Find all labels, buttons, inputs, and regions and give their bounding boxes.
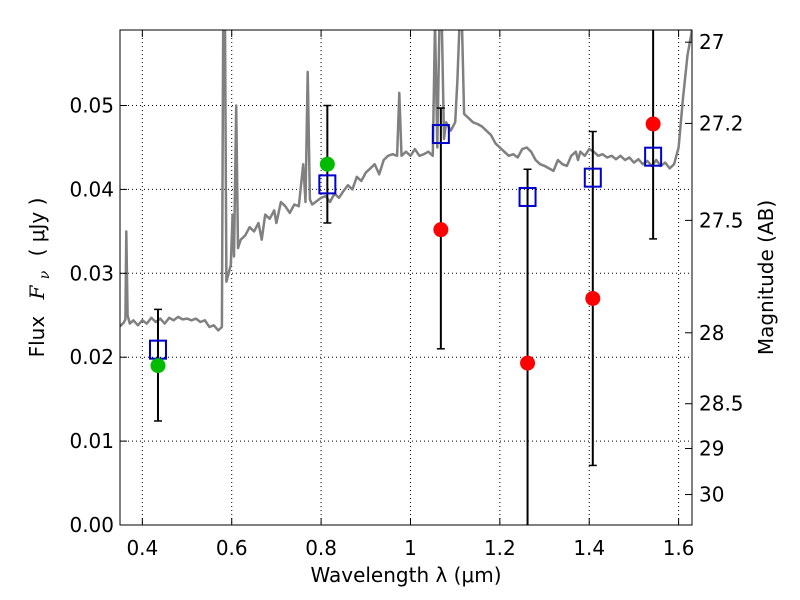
ticks bbox=[120, 30, 692, 526]
y2-tick-label: 28 bbox=[699, 321, 724, 345]
x-tick-label: 1 bbox=[404, 536, 417, 560]
y-tick-labels: 0.00 0.01 0.02 0.03 0.04 0.05 bbox=[69, 94, 114, 537]
y2-tick-label: 27.5 bbox=[699, 208, 744, 232]
y-axis-label-var: F bbox=[25, 284, 49, 300]
observed-point bbox=[319, 156, 335, 172]
y-axis-label: Flux F ν ( μJy ) bbox=[25, 198, 54, 358]
observed-points bbox=[150, 116, 661, 374]
y2-tick-label: 28.5 bbox=[699, 392, 744, 416]
model-box bbox=[644, 146, 663, 167]
y-axis-label-sub: ν bbox=[37, 270, 53, 279]
plot-frame bbox=[119, 29, 693, 526]
observed-point bbox=[645, 116, 661, 132]
y-tick-label: 0.04 bbox=[69, 177, 114, 201]
template-sed-line bbox=[120, 30, 692, 332]
x-tick-label: 0.6 bbox=[216, 536, 248, 560]
observed-point bbox=[433, 222, 449, 238]
model-box bbox=[583, 167, 602, 188]
y2-tick-label: 30 bbox=[699, 483, 724, 507]
y2-tick-label: 27.2 bbox=[699, 111, 744, 135]
svg-text:Flux F ν (: Flux F ν ( μJy ) bbox=[25, 198, 54, 358]
x-tick-label: 0.8 bbox=[305, 536, 337, 560]
grid-lines bbox=[120, 30, 692, 526]
y-axis-label-prefix: Flux bbox=[25, 316, 49, 358]
y2-axis-label: Magnitude (AB) bbox=[754, 200, 778, 355]
x-tick-label: 1.4 bbox=[573, 536, 605, 560]
observed-point bbox=[150, 358, 166, 374]
x-tick-labels: 0.4 0.6 0.8 1 1.2 1.4 1.6 bbox=[126, 536, 694, 560]
x-axis-label: Wavelength λ (μm) bbox=[310, 563, 501, 587]
observed-point bbox=[585, 290, 601, 306]
y-tick-label: 0.03 bbox=[69, 261, 114, 285]
observed-point bbox=[520, 355, 536, 371]
y2-tick-labels: 27 27.2 27.5 28 28.5 29 30 bbox=[699, 30, 744, 506]
y-tick-label: 0.02 bbox=[69, 345, 114, 369]
y2-tick-label: 29 bbox=[699, 436, 724, 460]
model-box bbox=[318, 174, 337, 195]
template-sed bbox=[120, 30, 692, 332]
y2-tick-label: 27 bbox=[699, 30, 724, 54]
model-box bbox=[431, 124, 450, 145]
y-tick-label: 0.00 bbox=[69, 513, 114, 537]
y-tick-label: 0.05 bbox=[69, 94, 114, 118]
x-tick-label: 1.6 bbox=[663, 536, 695, 560]
y-tick-label: 0.01 bbox=[69, 429, 114, 453]
x-tick-label: 0.4 bbox=[126, 536, 158, 560]
model-box bbox=[518, 186, 537, 207]
x-tick-label: 1.2 bbox=[484, 536, 516, 560]
error-bars bbox=[153, 30, 658, 525]
y-axis-label-units: ( μJy ) bbox=[25, 198, 49, 257]
